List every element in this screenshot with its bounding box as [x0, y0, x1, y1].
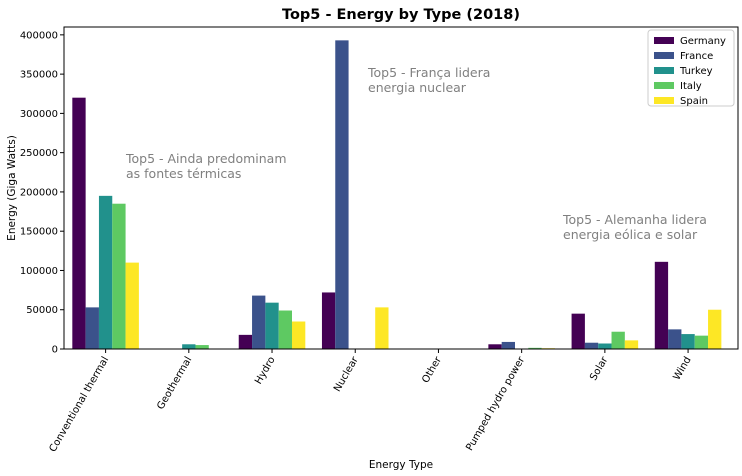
x-tick-label: Conventional thermal	[48, 355, 112, 454]
legend-label: Spain	[680, 96, 708, 107]
y-tick-label: 100000	[20, 266, 58, 277]
bar	[291, 321, 306, 349]
bar	[72, 97, 86, 350]
bar	[528, 347, 542, 349]
x-tick-label: Pumped hydro power	[464, 354, 527, 453]
bar	[571, 313, 585, 349]
y-tick-label: 50000	[26, 305, 58, 316]
bar	[598, 343, 612, 349]
legend-label: Turkey	[679, 66, 713, 77]
bars-layer	[72, 40, 722, 350]
bar	[112, 203, 126, 349]
plot-frame	[63, 26, 739, 350]
y-tick-label: 150000	[20, 227, 58, 238]
bar	[335, 40, 349, 349]
legend: Germany France Turkey Italy Spain	[647, 29, 735, 107]
legend-label: France	[680, 51, 713, 62]
x-tick-label: Solar	[588, 354, 611, 382]
bar	[708, 309, 722, 349]
bar	[182, 344, 196, 349]
bar	[238, 334, 253, 349]
bar	[654, 261, 669, 349]
annotation-wind: Top5 - Alemanha lidera energia eólica e s…	[562, 212, 707, 242]
bar	[278, 310, 292, 349]
x-tick-label: Hydro	[253, 355, 277, 386]
y-tick-label: 250000	[20, 148, 58, 159]
bar	[694, 335, 709, 349]
bar	[668, 329, 682, 349]
legend-swatch	[654, 37, 674, 44]
x-tick-label: Geothermal	[155, 355, 194, 412]
x-tick-label: Wind	[672, 355, 694, 382]
bar	[681, 334, 695, 349]
legend-label: Germany	[680, 36, 726, 47]
x-tick-label: Other	[420, 354, 444, 385]
annotation-nuclear: Top5 - França lidera energia nuclear	[367, 65, 490, 95]
annotations: Top5 - Ainda predominam as fontes térmica…	[125, 65, 707, 242]
chart-title: Top5 - Energy by Type (2018)	[282, 7, 520, 23]
x-axis-label: Energy Type	[369, 459, 433, 471]
bar	[195, 345, 209, 349]
legend-swatch	[654, 82, 674, 89]
y-tick-label: 200000	[20, 187, 58, 198]
x-axis: Conventional thermal Geothermal Hydro Nucle…	[48, 349, 694, 454]
y-tick-label: 400000	[20, 30, 58, 41]
bar	[125, 262, 139, 349]
legend-swatch	[654, 97, 674, 104]
legend-swatch	[654, 67, 674, 74]
annotation-thermal: Top5 - Ainda predominam as fontes térmica…	[125, 151, 287, 181]
bar	[584, 342, 599, 349]
x-tick-label: Nuclear	[332, 354, 361, 394]
y-axis: 0 50000 100000 150000 200000 250000 300000 3500…	[20, 30, 64, 356]
bar	[375, 307, 389, 349]
bar	[488, 344, 502, 349]
y-axis-label: Energy (Giga Watts)	[6, 135, 18, 241]
bar	[611, 331, 625, 349]
bar	[265, 302, 279, 349]
legend-label: Italy	[680, 81, 702, 92]
bar	[321, 292, 336, 349]
y-tick-label: 0	[52, 345, 58, 356]
bar	[85, 307, 99, 349]
bar	[252, 295, 266, 349]
bar	[501, 341, 515, 349]
bar	[98, 195, 113, 349]
y-tick-label: 300000	[20, 109, 58, 120]
legend-swatch	[654, 52, 674, 59]
y-tick-label: 350000	[20, 70, 58, 81]
bar	[624, 340, 639, 349]
